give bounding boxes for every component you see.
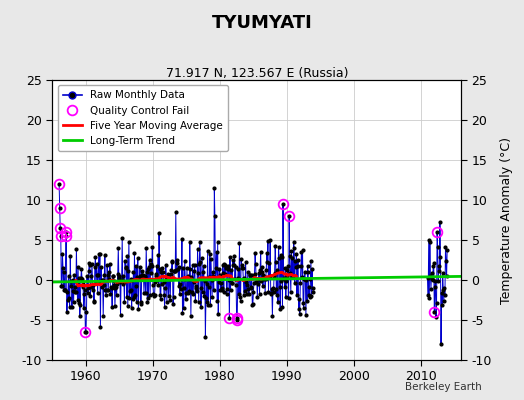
Title: 71.917 N, 123.567 E (Russia): 71.917 N, 123.567 E (Russia) bbox=[166, 67, 348, 80]
Text: Berkeley Earth: Berkeley Earth bbox=[406, 382, 482, 392]
Text: TYUMYATI: TYUMYATI bbox=[212, 14, 312, 32]
Legend: Raw Monthly Data, Quality Control Fail, Five Year Moving Average, Long-Term Tren: Raw Monthly Data, Quality Control Fail, … bbox=[58, 85, 228, 151]
Y-axis label: Temperature Anomaly (°C): Temperature Anomaly (°C) bbox=[500, 136, 513, 304]
